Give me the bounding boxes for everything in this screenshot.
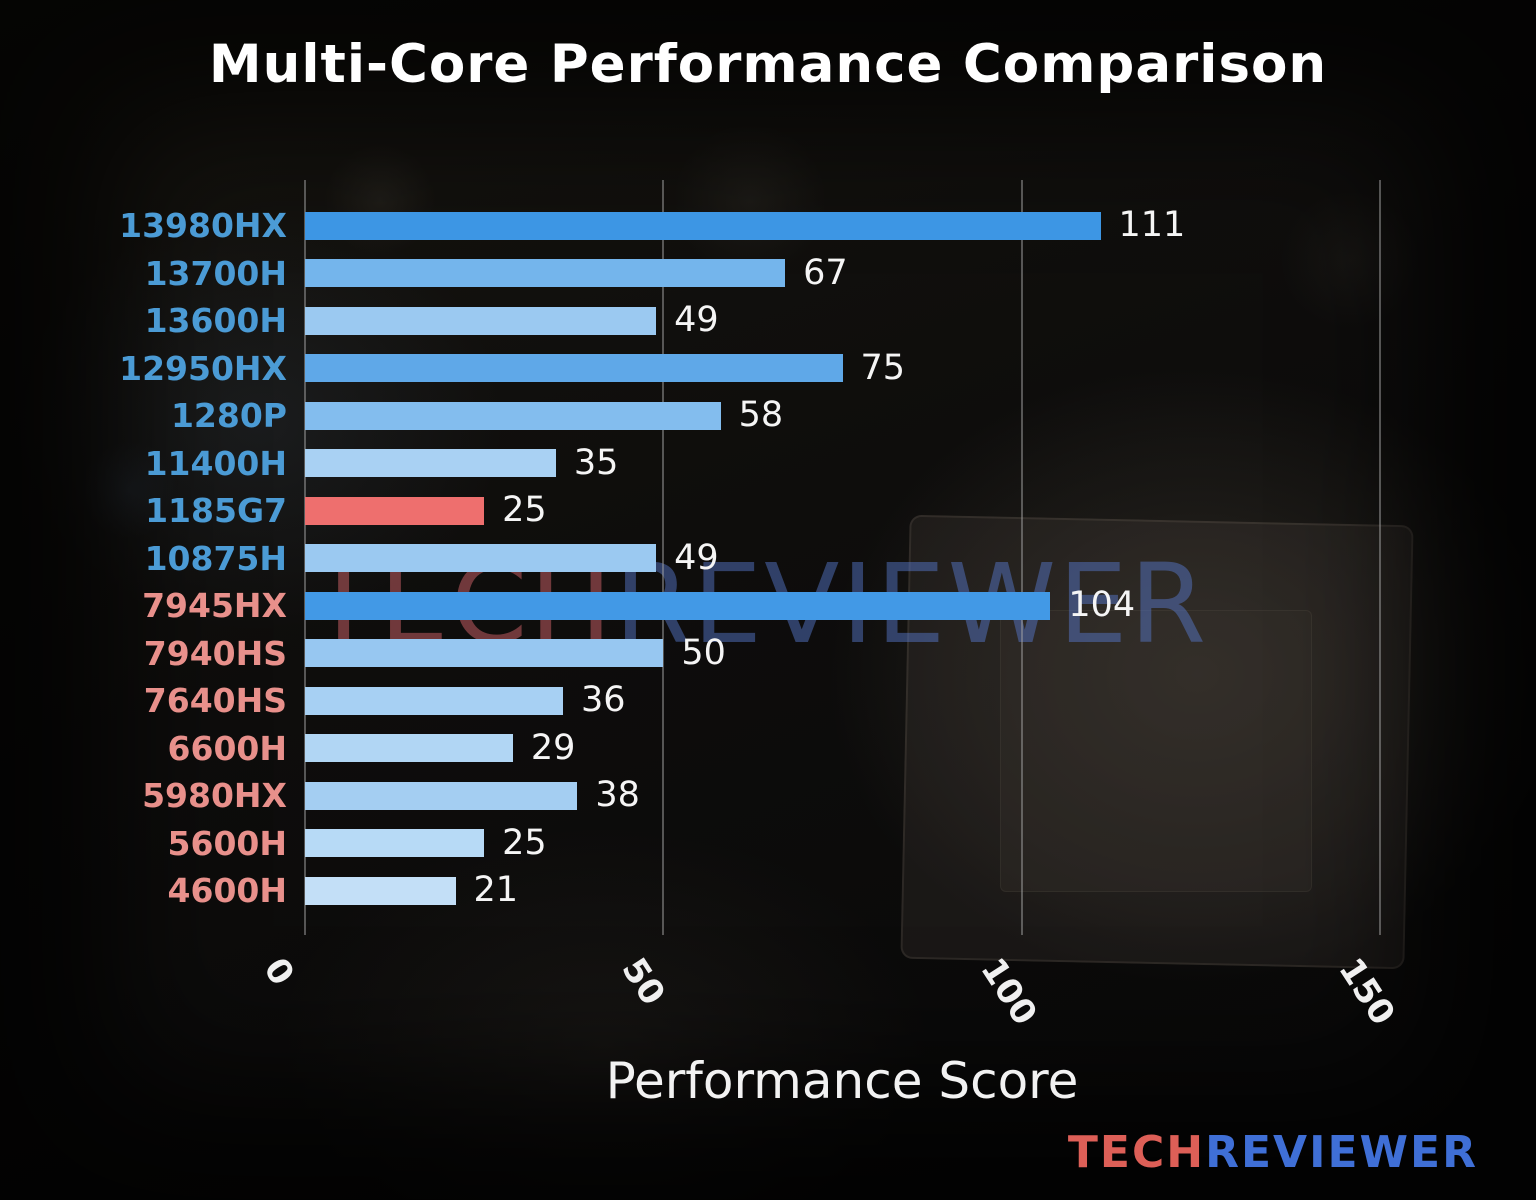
cpu-die-shape	[1000, 610, 1312, 892]
gridline-100	[1020, 180, 1023, 935]
category-label-13700H: 13700H	[144, 253, 287, 293]
bars-container: 111 67 49 75 58 35 25 49 104 50 36 29 38 25 21	[305, 202, 1380, 915]
value-label-12950HX: 75	[860, 347, 906, 388]
bar-7945HX	[305, 591, 1051, 620]
value-label-7940HS: 50	[681, 632, 726, 673]
category-label-1280P: 1280P	[170, 396, 287, 435]
category-label-13600H: 13600H	[144, 301, 287, 340]
category-label-10875H: 10875H	[144, 538, 287, 578]
bar-13980HX	[305, 211, 1101, 240]
bokeh-circle	[300, 120, 460, 280]
value-label-7945HX: 104	[1068, 585, 1136, 625]
bokeh-circle	[1250, 160, 1450, 360]
bokeh-circle	[60, 420, 200, 560]
category-label-1185G7: 1185G7	[145, 491, 287, 530]
category-label-5980HX: 5980HX	[142, 776, 287, 815]
value-label-5980HX: 38	[595, 775, 640, 815]
bar-5980HX	[305, 781, 578, 810]
bar-13600H	[305, 306, 657, 335]
bar-10875H	[305, 544, 657, 573]
plot-area: 111 67 49 75 58 35 25 49 104 50 36 29 38 25 21	[304, 180, 1381, 935]
bar-5600H	[305, 829, 485, 858]
bar-4600H	[305, 876, 456, 905]
value-label-1185G7: 25	[502, 490, 547, 530]
value-label-7640HS: 36	[581, 680, 626, 720]
bar-11400H	[305, 449, 556, 478]
category-label-7945HX: 7945HX	[142, 586, 287, 625]
bar-1280P	[305, 401, 721, 430]
bar-7940HS	[305, 639, 664, 668]
category-label-6600H: 6600H	[167, 728, 287, 768]
x-axis-title: Performance Score	[605, 1052, 1079, 1110]
category-label-4600H: 4600H	[167, 871, 287, 910]
brand-logo: TECHREVIEWER	[1068, 1127, 1478, 1178]
value-label-11400H: 35	[573, 442, 619, 483]
value-label-6600H: 29	[530, 727, 576, 768]
value-label-1280P: 58	[738, 395, 784, 435]
bar-1185G7	[305, 496, 485, 525]
brand-logo-reviewer: REVIEWER	[1205, 1127, 1478, 1178]
bar-7640HS	[305, 686, 563, 715]
gridline-50	[662, 180, 665, 935]
category-label-5600H: 5600H	[167, 823, 287, 863]
value-label-5600H: 25	[502, 822, 547, 863]
gridline-150	[1379, 180, 1381, 935]
category-label-12950HX: 12950HX	[119, 348, 287, 388]
value-label-10875H: 49	[674, 537, 719, 578]
bar-12950HX	[305, 354, 843, 383]
value-label-13700H: 67	[803, 252, 848, 293]
chart-title: Multi-Core Performance Comparison	[208, 34, 1328, 95]
category-label-7640HS: 7640HS	[143, 681, 287, 720]
brand-logo-tech: TECH	[1067, 1127, 1206, 1178]
value-label-4600H: 21	[473, 870, 519, 910]
value-label-13600H: 49	[674, 300, 719, 340]
category-label-11400H: 11400H	[144, 443, 287, 483]
category-label-7940HS: 7940HS	[143, 633, 287, 673]
background-glow	[153, 744, 1054, 1200]
bar-6600H	[305, 734, 513, 763]
value-label-13980HX: 111	[1118, 205, 1186, 245]
bar-13700H	[305, 259, 786, 288]
background-glow	[706, 264, 1536, 1084]
category-label-13980HX: 13980HX	[119, 206, 287, 245]
